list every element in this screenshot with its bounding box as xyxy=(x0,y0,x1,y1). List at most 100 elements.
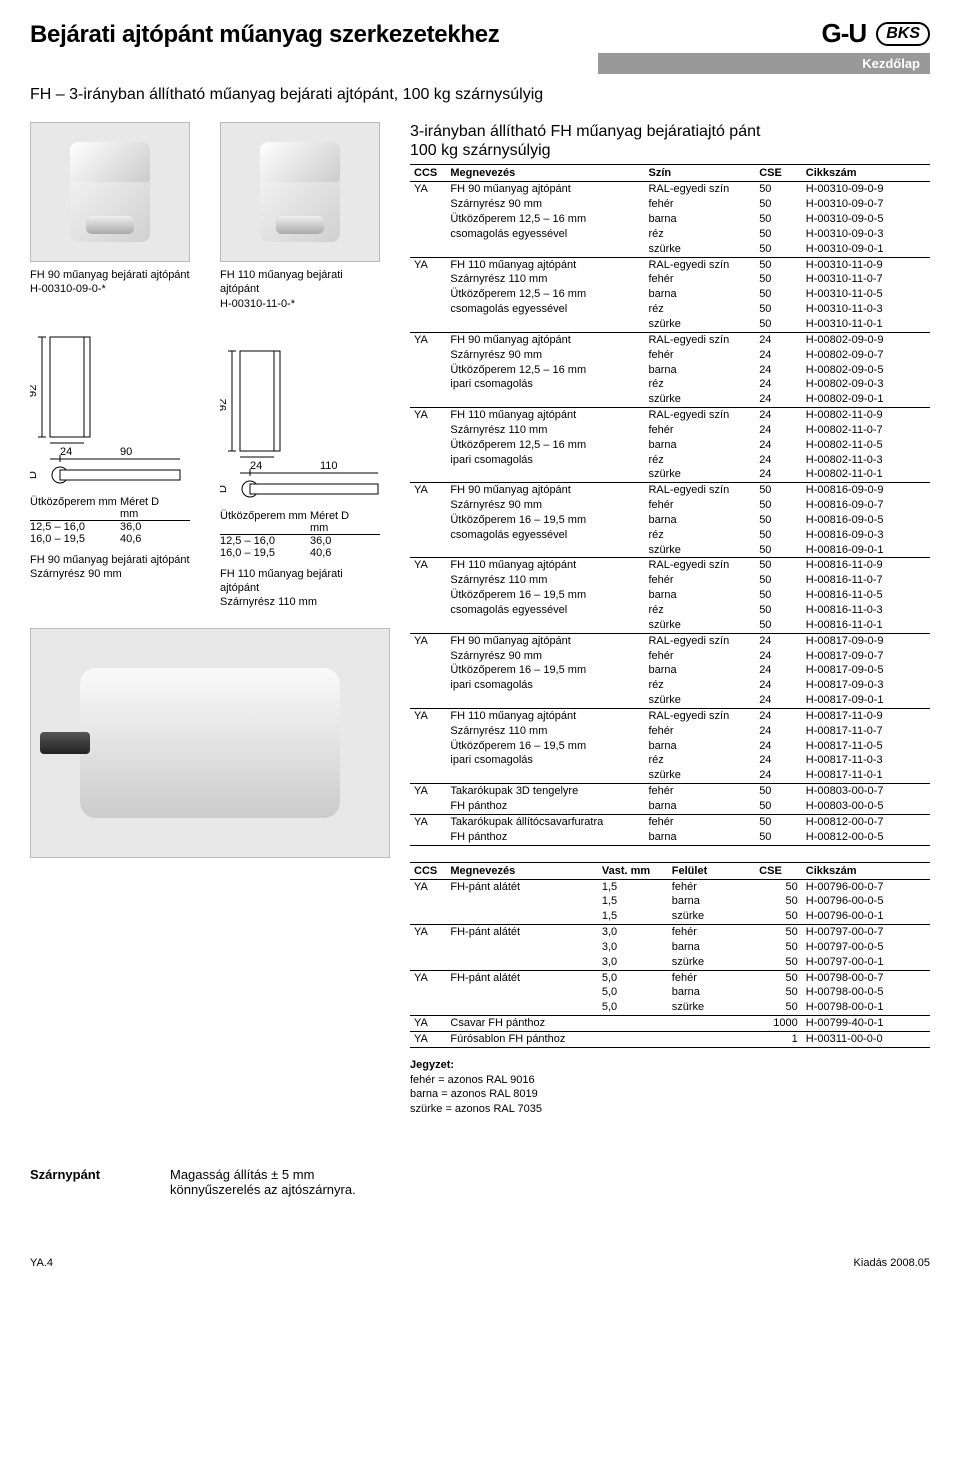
caption-line: FH 90 műanyag bejárati ajtópánt xyxy=(30,268,190,282)
footer-label: Szárnypánt xyxy=(30,1167,140,1197)
th-cikk: Cikkszám xyxy=(802,165,930,182)
svg-text:24: 24 xyxy=(60,446,72,458)
table-row: YAFH 90 műanyag ajtópántRAL-egyedi szín5… xyxy=(410,182,930,197)
table-row: FH pánthozbarna50H-00812-00-0-5 xyxy=(410,830,930,845)
table-row: csomagolás egyessévelréz50H-00310-09-0-3 xyxy=(410,227,930,242)
logo-bks: BKS xyxy=(876,22,930,46)
table-row: YAFH 90 műanyag ajtópántRAL-egyedi szín5… xyxy=(410,483,930,498)
svg-text:92: 92 xyxy=(220,399,229,411)
technical-drawing: 92 24 110 D xyxy=(220,321,380,501)
table-row: szürke24H-00802-09-0-1 xyxy=(410,392,930,407)
table-row: szürke24H-00802-11-0-1 xyxy=(410,467,930,482)
table-row: Ütközőperem 12,5 – 16 mmbarna50H-00310-1… xyxy=(410,287,930,302)
caption-line: FH 110 műanyag bejárati ajtópánt xyxy=(220,567,380,596)
subtitle: FH – 3-irányban állítható műanyag bejára… xyxy=(30,86,930,104)
note-block: Jegyzet: fehér = azonos RAL 9016 barna =… xyxy=(410,1058,930,1117)
table-row: Ütközőperem 16 – 19,5 mmbarna50H-00816-1… xyxy=(410,588,930,603)
table-row: Szárnyrész 110 mmfehér50H-00816-11-0-7 xyxy=(410,573,930,588)
th-ccs: CCS xyxy=(410,862,446,879)
table-row: csomagolás egyessévelréz50H-00310-11-0-3 xyxy=(410,302,930,317)
footer-section: Szárnypánt Magasság állítás ± 5 mm könny… xyxy=(30,1167,930,1197)
caption-line: FH 110 műanyag bejárati ajtópánt xyxy=(220,268,380,297)
table-row: 3,0szürke50H-00797-00-0-1 xyxy=(410,955,930,970)
table-row: szürke24H-00817-09-0-1 xyxy=(410,693,930,708)
logo-gu: G‑U xyxy=(822,18,867,49)
table-row: Szárnyrész 110 mmfehér24H-00802-11-0-7 xyxy=(410,423,930,438)
page-number: YA.4 xyxy=(30,1257,53,1269)
table-row: Szárnyrész 110 mmfehér50H-00310-11-0-7 xyxy=(410,272,930,287)
table-row: YAFH 90 műanyag ajtópántRAL-egyedi szín2… xyxy=(410,332,930,347)
table-row: YAFH 110 műanyag ajtópántRAL-egyedi szín… xyxy=(410,708,930,723)
footer-text-line: Magasság állítás ± 5 mm xyxy=(170,1167,314,1182)
caption-line: Szárnyrész 90 mm xyxy=(30,567,190,581)
caption-line: H-00310-09-0-* xyxy=(30,282,190,296)
svg-text:24: 24 xyxy=(250,460,262,472)
technical-drawing: 92 24 90 xyxy=(30,307,190,487)
table-row: csomagolás egyessévelréz50H-00816-09-0-3 xyxy=(410,528,930,543)
caption-line: FH 90 műanyag bejárati ajtópánt xyxy=(30,553,190,567)
table-row: ipari csomagolásréz24H-00817-09-0-3 xyxy=(410,678,930,693)
table-row: 1,5szürke50H-00796-00-0-1 xyxy=(410,909,930,924)
table-row: szürke50H-00816-11-0-1 xyxy=(410,618,930,633)
svg-text:D: D xyxy=(30,471,39,479)
page-title: Bejárati ajtópánt műanyag szerkezetekhez xyxy=(30,21,500,49)
caption-line: H-00310-11-0-* xyxy=(220,297,380,311)
table-row: 5,0szürke50H-00798-00-0-1 xyxy=(410,1000,930,1015)
main-data-table: CCS Megnevezés Szín CSE Cikkszám YAFH 90… xyxy=(410,164,930,845)
th-fel: Felület xyxy=(668,862,755,879)
table-row: Ütközőperem 16 – 19,5 mmbarna24H-00817-1… xyxy=(410,739,930,754)
table-row: Szárnyrész 110 mmfehér24H-00817-11-0-7 xyxy=(410,724,930,739)
table-row: YAFH 110 műanyag ajtópántRAL-egyedi szín… xyxy=(410,257,930,272)
table-row: Ütközőperem 12,5 – 16 mmbarna24H-00802-1… xyxy=(410,438,930,453)
table-row: YATakarókupak állítócsavarfuratrafehér50… xyxy=(410,814,930,829)
table-row: Szárnyrész 90 mmfehér24H-00817-09-0-7 xyxy=(410,649,930,664)
table-row: Ütközőperem 12,5 – 16 mmbarna24H-00802-0… xyxy=(410,363,930,378)
th-szin: Szín xyxy=(644,165,755,182)
th-cse: CSE xyxy=(755,165,802,182)
table-row: csomagolás egyessévelréz50H-00816-11-0-3 xyxy=(410,603,930,618)
th-ccs: CCS xyxy=(410,165,446,182)
table-row: Ütközőperem 16 – 19,5 mmbarna50H-00816-0… xyxy=(410,513,930,528)
table-row: YACsavar FH pánthoz1000H-00799-40-0-1 xyxy=(410,1016,930,1032)
table-row: 5,0barna50H-00798-00-0-5 xyxy=(410,985,930,1000)
table-row: FH pánthozbarna50H-00803-00-0-5 xyxy=(410,799,930,814)
table-row: YAFH-pánt alátét1,5fehér50H-00796-00-0-7 xyxy=(410,879,930,894)
table-row: YAFH 90 műanyag ajtópántRAL-egyedi szín2… xyxy=(410,633,930,648)
svg-text:90: 90 xyxy=(120,446,132,458)
table-row: YAFH-pánt alátét3,0fehér50H-00797-00-0-7 xyxy=(410,925,930,940)
svg-text:92: 92 xyxy=(30,384,39,396)
table-row: ipari csomagolásréz24H-00817-11-0-3 xyxy=(410,753,930,768)
accessory-photo xyxy=(30,628,390,858)
svg-text:D: D xyxy=(220,485,229,493)
th-cikk: Cikkszám xyxy=(802,862,930,879)
th-vast: Vast. mm xyxy=(598,862,668,879)
section-title: 3-irányban állítható FH műanyag bejárati… xyxy=(410,122,930,160)
table-row: szürke50H-00310-11-0-1 xyxy=(410,317,930,332)
th-cse: CSE xyxy=(755,862,802,879)
table-row: szürke50H-00310-09-0-1 xyxy=(410,242,930,257)
tab-label: Kezdőlap xyxy=(598,53,930,74)
table-row: 3,0barna50H-00797-00-0-5 xyxy=(410,940,930,955)
table-row: Szárnyrész 90 mmfehér50H-00816-09-0-7 xyxy=(410,498,930,513)
product-fh110: FH 110 műanyag bejárati ajtópánt H-00310… xyxy=(220,122,380,610)
product-photo xyxy=(220,122,380,262)
caption-line: Szárnyrész 110 mm xyxy=(220,595,380,609)
accessory-data-table: CCS Megnevezés Vast. mm Felület CSE Cikk… xyxy=(410,862,930,1048)
table-row: szürke50H-00816-09-0-1 xyxy=(410,543,930,558)
table-row: Szárnyrész 90 mmfehér24H-00802-09-0-7 xyxy=(410,348,930,363)
table-row: Ütközőperem 16 – 19,5 mmbarna24H-00817-0… xyxy=(410,663,930,678)
dimension-table: Ütközőperem mmMéret D mm 12,5 – 16,036,0… xyxy=(30,496,190,545)
table-row: ipari csomagolásréz24H-00802-11-0-3 xyxy=(410,453,930,468)
table-row: ipari csomagolásréz24H-00802-09-0-3 xyxy=(410,377,930,392)
table-row: 1,5barna50H-00796-00-0-5 xyxy=(410,894,930,909)
product-photo xyxy=(30,122,190,262)
table-row: Ütközőperem 12,5 – 16 mmbarna50H-00310-0… xyxy=(410,212,930,227)
th-meg: Megnevezés xyxy=(446,165,644,182)
table-row: YAFH-pánt alátét5,0fehér50H-00798-00-0-7 xyxy=(410,970,930,985)
dimension-table: Ütközőperem mmMéret D mm 12,5 – 16,036,0… xyxy=(220,510,380,559)
footer-text-line: könnyűszerelés az ajtószárnyra. xyxy=(170,1182,356,1197)
table-row: Szárnyrész 90 mmfehér50H-00310-09-0-7 xyxy=(410,197,930,212)
th-meg: Megnevezés xyxy=(446,862,597,879)
table-row: YAFH 110 műanyag ajtópántRAL-egyedi szín… xyxy=(410,558,930,573)
product-fh90: FH 90 műanyag bejárati ajtópánt H-00310-… xyxy=(30,122,190,610)
